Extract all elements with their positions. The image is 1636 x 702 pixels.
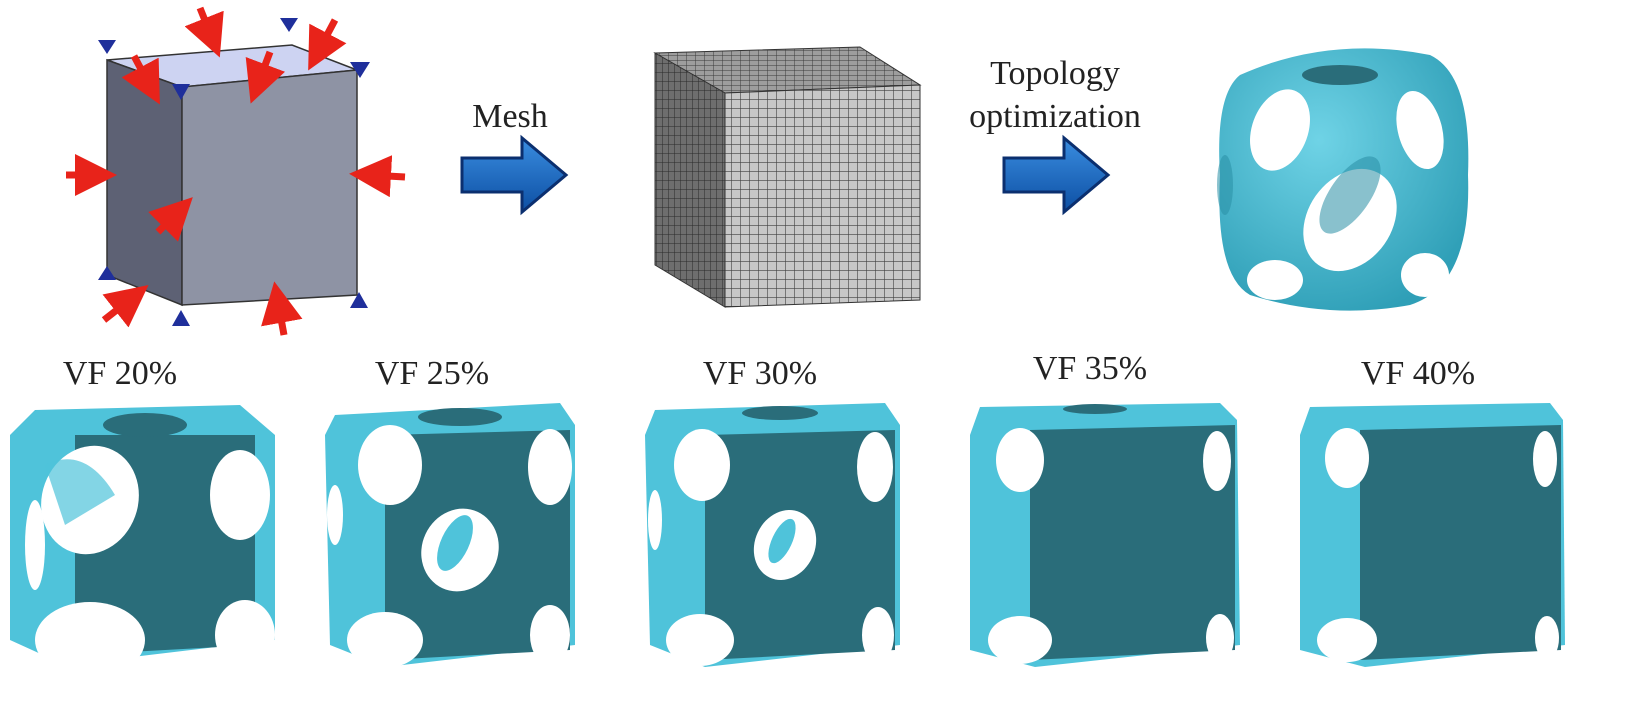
lattice-vf-40 <box>1300 403 1565 667</box>
variant-label-20: VF 20% <box>62 355 178 392</box>
support-markers <box>98 18 370 326</box>
mesh-front-face <box>724 84 921 308</box>
blue-triangle-icon <box>98 40 116 54</box>
red-arrow-icon <box>184 6 224 58</box>
meshed-cube <box>653 46 922 308</box>
red-arrow-icon <box>101 285 149 328</box>
red-arrow-icon <box>308 18 347 71</box>
variant-label-25: VF 25% <box>374 355 490 392</box>
topology-label-line1: Topology <box>990 55 1120 92</box>
blue-triangle-icon <box>280 18 298 32</box>
mesh-side-face <box>654 52 726 308</box>
blue-triangle-icon <box>350 62 370 78</box>
red-arrow-icon <box>245 50 286 104</box>
topology-label-line2: optimization <box>969 98 1141 135</box>
load-arrows <box>66 6 406 336</box>
red-arrow-icon <box>121 54 160 105</box>
variant-label-30: VF 30% <box>702 355 818 392</box>
lattice-vf-25 <box>325 403 575 668</box>
blue-triangle-icon <box>172 84 190 100</box>
optimized-lattice <box>1217 48 1469 311</box>
cube-front-face <box>181 69 358 306</box>
lattice-vf-30 <box>645 403 900 667</box>
blue-triangle-icon <box>172 310 190 326</box>
blue-block-arrow-icon <box>1002 134 1111 216</box>
blue-triangle-icon <box>350 292 368 308</box>
red-arrow-icon <box>349 155 406 198</box>
lattice-vf-35 <box>970 403 1240 667</box>
cube-side-face <box>106 58 183 307</box>
lattice-vf-20 <box>10 405 275 678</box>
variant-label-40: VF 40% <box>1360 355 1476 392</box>
blue-triangle-icon <box>98 266 116 280</box>
red-arrow-icon <box>261 281 303 336</box>
variant-label-35: VF 35% <box>1032 350 1148 387</box>
boundary-condition-cube <box>66 6 406 336</box>
mesh-label: Mesh <box>472 98 548 135</box>
red-arrow-icon <box>148 197 193 242</box>
blue-block-arrow-icon <box>460 134 569 216</box>
